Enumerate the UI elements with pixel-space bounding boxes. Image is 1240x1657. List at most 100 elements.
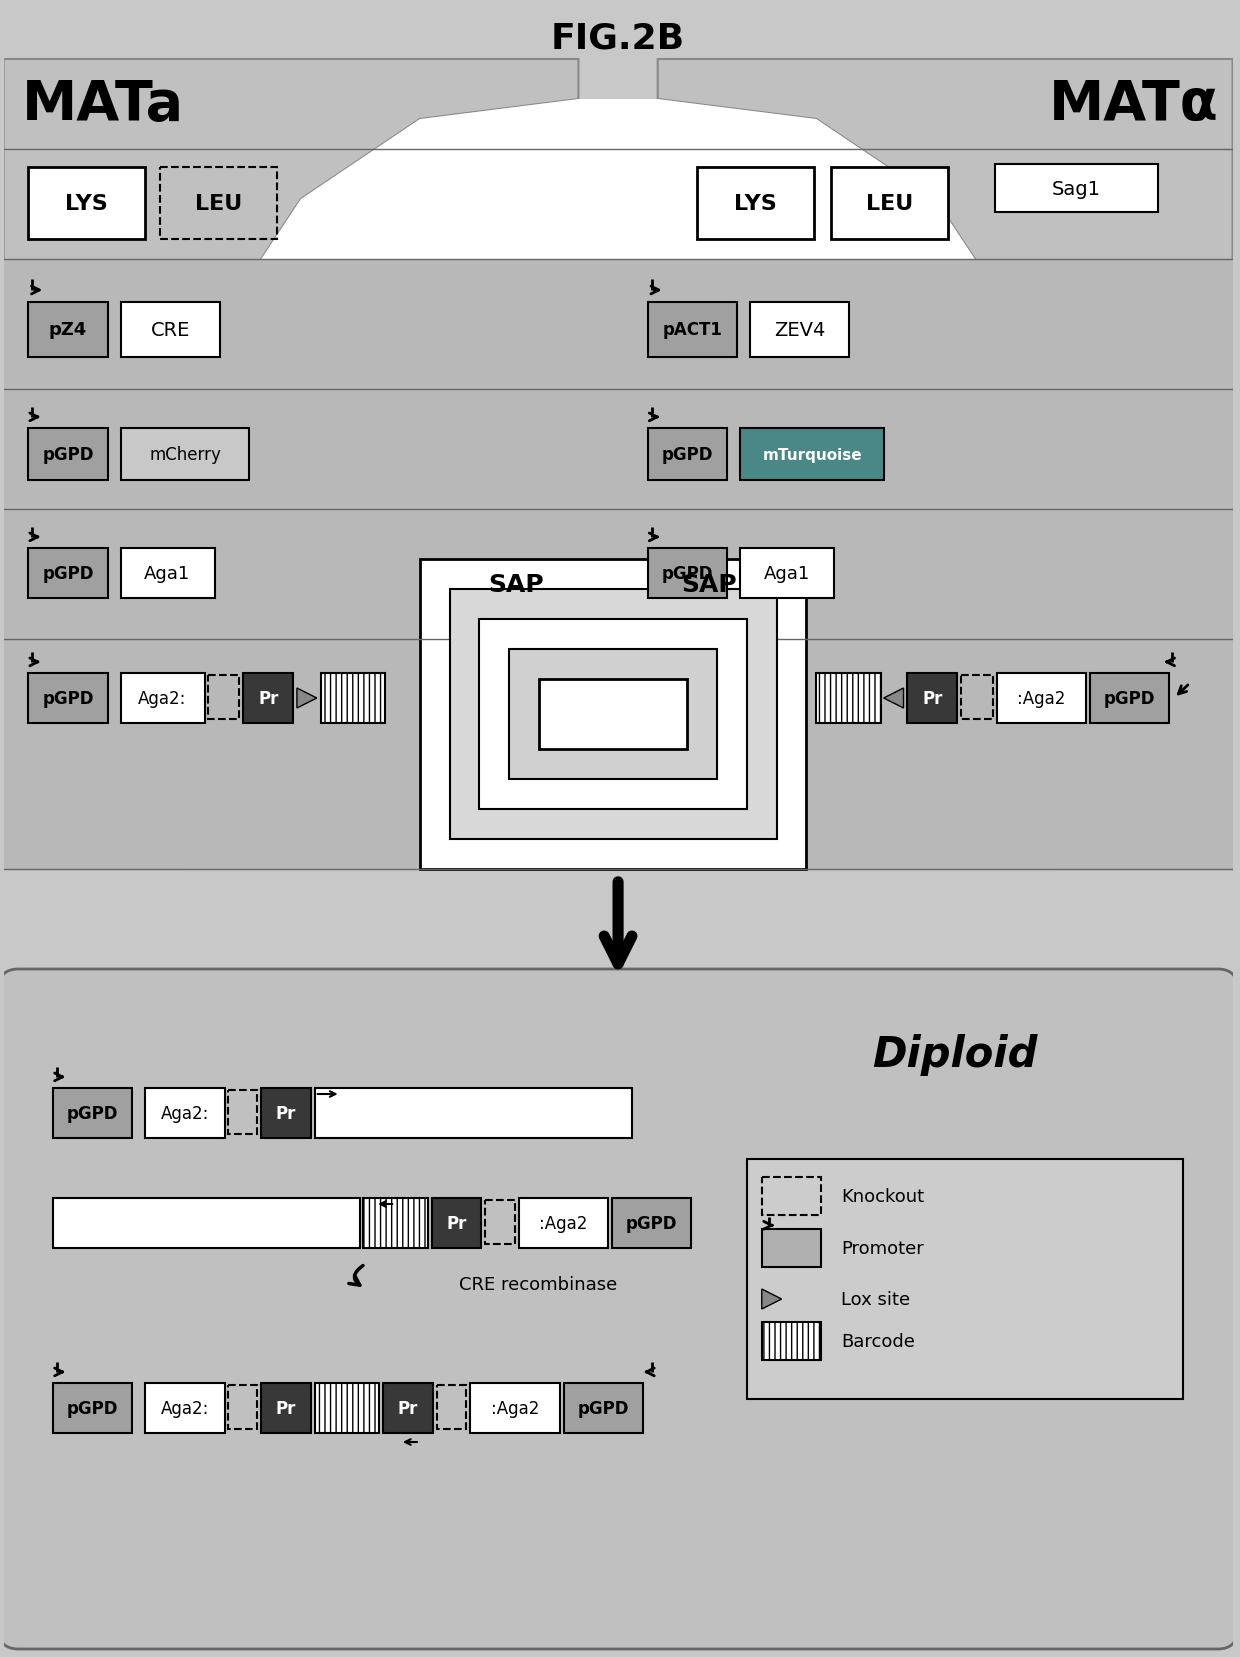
Text: Pr: Pr xyxy=(275,1399,296,1417)
Text: pGPD: pGPD xyxy=(67,1399,119,1417)
Bar xyxy=(740,429,884,481)
Bar xyxy=(262,1089,311,1138)
Bar xyxy=(961,676,993,719)
Text: Pr: Pr xyxy=(398,1399,418,1417)
Bar xyxy=(29,674,108,724)
Text: CRE recombinase: CRE recombinase xyxy=(460,1276,618,1292)
Bar xyxy=(761,1229,821,1268)
Bar xyxy=(613,1198,692,1248)
Bar xyxy=(750,303,849,358)
Text: pZ4: pZ4 xyxy=(48,321,87,338)
Bar xyxy=(29,429,108,481)
Bar xyxy=(4,510,1233,870)
Text: Diploid: Diploid xyxy=(873,1034,1038,1075)
Bar xyxy=(262,1384,311,1433)
Bar xyxy=(510,650,717,779)
Bar xyxy=(160,167,277,240)
Text: :Aga2: :Aga2 xyxy=(491,1399,539,1417)
Text: pGPD: pGPD xyxy=(662,565,713,583)
Text: mTurquoise: mTurquoise xyxy=(763,447,862,462)
Bar xyxy=(120,674,205,724)
Bar xyxy=(485,1200,515,1244)
Text: MATa: MATa xyxy=(21,78,184,133)
Text: LEU: LEU xyxy=(195,194,242,214)
Text: Pr: Pr xyxy=(446,1215,466,1233)
Text: ZEV4: ZEV4 xyxy=(774,320,825,340)
Text: Lox site: Lox site xyxy=(841,1291,910,1309)
Bar xyxy=(120,429,249,481)
Text: LYS: LYS xyxy=(66,194,108,214)
Polygon shape xyxy=(761,1289,781,1309)
Bar xyxy=(145,1384,224,1433)
Bar xyxy=(647,548,727,598)
Bar xyxy=(321,674,386,724)
Bar xyxy=(994,166,1158,212)
Bar xyxy=(53,1089,133,1138)
Text: pGPD: pGPD xyxy=(578,1399,629,1417)
Bar xyxy=(29,167,145,240)
Bar xyxy=(315,1384,379,1433)
Text: SAP: SAP xyxy=(682,573,737,597)
Text: Barcode: Barcode xyxy=(841,1332,915,1350)
Bar xyxy=(53,1384,133,1433)
Text: pGPD: pGPD xyxy=(42,689,94,708)
Text: Promoter: Promoter xyxy=(841,1239,924,1258)
Text: Knockout: Knockout xyxy=(841,1188,924,1205)
Bar xyxy=(145,1089,224,1138)
Text: Pr: Pr xyxy=(258,689,279,708)
Text: pGPD: pGPD xyxy=(662,446,713,464)
Bar xyxy=(120,548,215,598)
Bar xyxy=(4,389,1233,510)
Bar xyxy=(520,1198,608,1248)
Text: FIG.2B: FIG.2B xyxy=(551,22,686,55)
Polygon shape xyxy=(296,689,316,709)
Bar xyxy=(450,590,776,840)
Bar xyxy=(315,1089,632,1138)
Polygon shape xyxy=(177,99,1059,870)
Bar xyxy=(470,1384,559,1433)
Bar xyxy=(746,1160,1183,1399)
Text: Pr: Pr xyxy=(923,689,942,708)
Bar xyxy=(243,674,293,724)
Text: Sag1: Sag1 xyxy=(1052,179,1100,199)
Bar xyxy=(363,1198,428,1248)
Bar xyxy=(997,674,1086,724)
Text: pGPD: pGPD xyxy=(67,1104,119,1122)
Text: Pr: Pr xyxy=(275,1104,296,1122)
Text: MATα: MATα xyxy=(1049,78,1219,133)
Text: pACT1: pACT1 xyxy=(662,321,723,338)
Text: Aga1: Aga1 xyxy=(764,565,810,583)
Bar xyxy=(432,1198,481,1248)
Text: SAP: SAP xyxy=(489,573,544,597)
Bar xyxy=(697,167,815,240)
Bar xyxy=(538,679,687,749)
Text: Aga1: Aga1 xyxy=(144,565,190,583)
Text: :Aga2: :Aga2 xyxy=(1017,689,1065,708)
Polygon shape xyxy=(657,60,1233,870)
Bar xyxy=(647,303,737,358)
Text: mCherry: mCherry xyxy=(149,446,221,464)
Bar xyxy=(740,548,835,598)
Bar xyxy=(908,674,957,724)
Text: pGPD: pGPD xyxy=(42,565,94,583)
Polygon shape xyxy=(884,689,904,709)
Polygon shape xyxy=(4,60,578,870)
Text: Aga2:: Aga2: xyxy=(138,689,186,708)
Text: CRE: CRE xyxy=(150,320,190,340)
Bar xyxy=(4,260,1233,389)
Bar xyxy=(761,1322,821,1360)
Bar xyxy=(228,1090,257,1135)
Text: pGPD: pGPD xyxy=(1104,689,1156,708)
Text: Aga2:: Aga2: xyxy=(161,1104,210,1122)
Bar xyxy=(53,1198,361,1248)
Text: Aga2:: Aga2: xyxy=(161,1399,210,1417)
Bar xyxy=(436,1385,466,1428)
FancyBboxPatch shape xyxy=(0,969,1238,1649)
Bar xyxy=(1090,674,1169,724)
Bar xyxy=(29,548,108,598)
Bar xyxy=(563,1384,642,1433)
Text: LEU: LEU xyxy=(866,194,913,214)
Bar xyxy=(420,560,806,870)
Bar xyxy=(208,676,239,719)
Text: :Aga2: :Aga2 xyxy=(539,1215,588,1233)
